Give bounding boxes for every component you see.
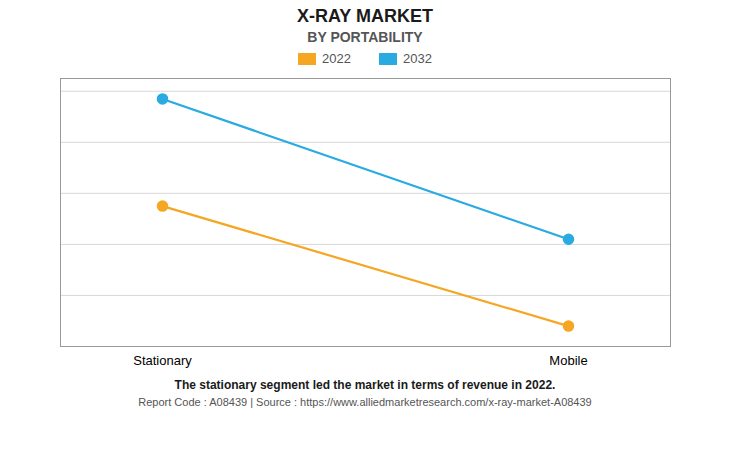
html-text:X-RAY MARKET: X-RAY MARKET <box>297 6 433 26</box>
svg-text:Stationary: Stationary <box>133 353 192 368</box>
html-text:BY PORTABILITY: BY PORTABILITY <box>307 29 423 45</box>
html-text:The stationary segment led the: The stationary segment led the market in… <box>174 378 556 392</box>
html-text:Report Code : A08439 | Source: Report Code : A08439 | Source : https://… <box>138 396 592 408</box>
svg-text:Mobile: Mobile <box>549 353 587 368</box>
html-text:2032: 2032 <box>403 51 432 66</box>
html-text:2022: 2022 <box>322 51 351 66</box>
